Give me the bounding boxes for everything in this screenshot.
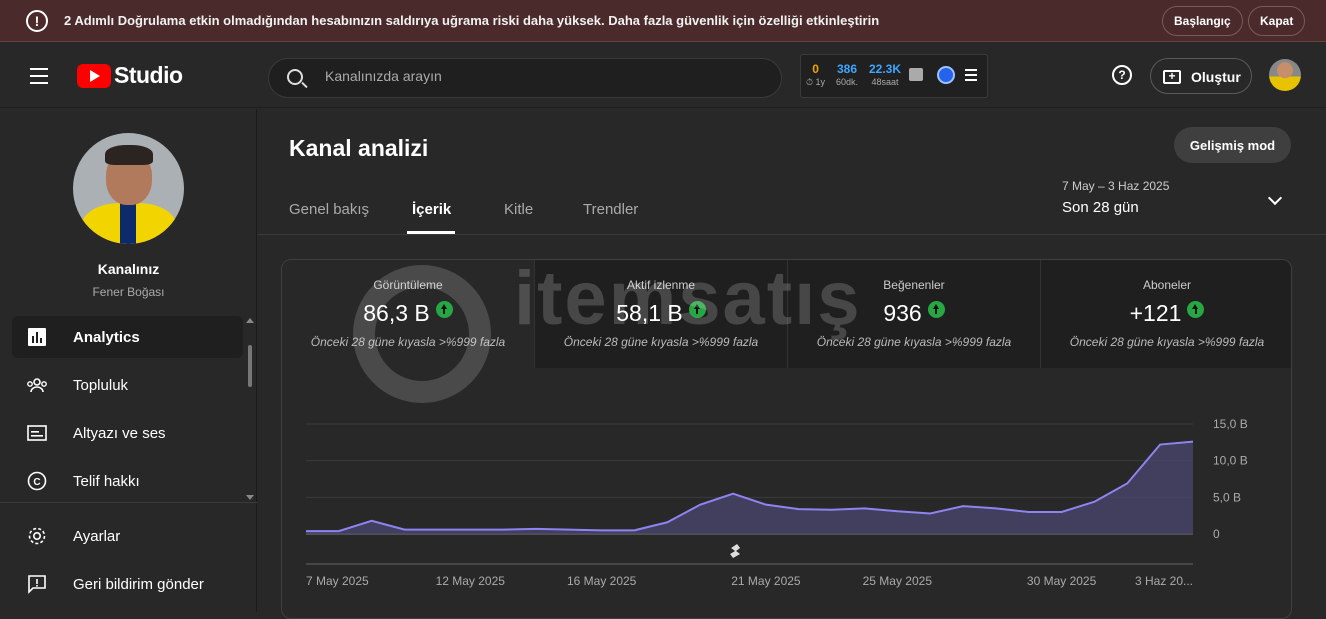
ext-stat-3: 22.3K 48saat xyxy=(869,62,901,87)
extension-widget[interactable]: 0 ⏱ 1y 386 60dk. 22.3K 48saat xyxy=(800,54,988,98)
bar-chart-icon[interactable] xyxy=(909,68,923,81)
main-content: Kanal analizi Gelişmiş mod Genel bakış İ… xyxy=(257,109,1326,612)
tab-kitle[interactable]: Kitle xyxy=(504,201,533,218)
metric-subscribers[interactable]: Aboneler +121 Önceki 28 güne kıyasla >%9… xyxy=(1041,260,1292,368)
list-icon[interactable] xyxy=(965,69,977,81)
channel-name: Kanalınız xyxy=(0,261,257,277)
sidebar-item-altyazi[interactable]: Altyazı ve ses xyxy=(12,412,243,454)
community-icon xyxy=(26,374,48,396)
arrow-up-icon xyxy=(928,301,945,318)
y-tick-label: 0 xyxy=(1213,527,1220,541)
scroll-up-icon[interactable] xyxy=(246,318,254,323)
clock-icon: ⏱ xyxy=(806,77,813,87)
banner-message: 2 Adımlı Doğrulama etkin olmadığından he… xyxy=(64,13,879,28)
scroll-down-icon[interactable] xyxy=(246,495,254,500)
search-input[interactable] xyxy=(325,68,745,84)
start-button[interactable]: Başlangıç xyxy=(1162,6,1243,36)
subtitles-icon xyxy=(26,422,48,444)
sidebar-item-geri-bildirim[interactable]: Geri bildirim gönder xyxy=(12,563,243,605)
y-tick-label: 15,0 B xyxy=(1213,417,1248,431)
area-fill xyxy=(306,442,1193,534)
y-tick-label: 10,0 B xyxy=(1213,454,1248,468)
tabs-divider xyxy=(257,234,1326,235)
ext-stat-2: 386 60dk. xyxy=(836,62,858,87)
search-icon[interactable] xyxy=(287,69,303,85)
date-selection[interactable]: Son 28 gün xyxy=(1062,199,1139,216)
sidebar: Kanalınız Fener Boğası Analytics Toplulu… xyxy=(0,109,257,612)
logo-text: Studio xyxy=(114,62,183,89)
x-tick-label: 30 May 2025 xyxy=(1027,574,1097,588)
tab-icerik[interactable]: İçerik xyxy=(412,201,451,218)
x-tick-label: 3 Haz 20... xyxy=(1135,574,1193,588)
top-bar: Studio 0 ⏱ 1y 386 60dk. 22.3K 48saat ? +… xyxy=(0,43,1326,108)
tab-genel-bakis[interactable]: Genel bakış xyxy=(289,201,369,218)
menu-icon[interactable] xyxy=(30,68,48,89)
feedback-icon xyxy=(26,573,48,595)
sidebar-item-telif[interactable]: C Telif hakkı xyxy=(12,460,243,502)
tab-trendler[interactable]: Trendler xyxy=(583,201,638,218)
create-button[interactable]: + Oluştur xyxy=(1150,58,1252,94)
sidebar-item-ayarlar[interactable]: Ayarlar xyxy=(12,515,243,557)
ext-stat-1: 0 ⏱ 1y xyxy=(806,62,825,88)
x-tick-label: 16 May 2025 xyxy=(567,574,637,588)
studio-logo[interactable]: Studio xyxy=(77,62,183,89)
date-range[interactable]: 7 May – 3 Haz 2025 xyxy=(1062,179,1169,193)
youtube-logo-icon xyxy=(77,64,111,88)
svg-text:C: C xyxy=(33,477,40,488)
views-chart[interactable]: 0 5,0 B 10,0 B 15,0 B 7 May 2025 12 May 2025 1… xyxy=(282,368,1292,619)
iq-icon[interactable] xyxy=(937,66,955,84)
create-video-icon: + xyxy=(1163,70,1181,84)
copyright-icon: C xyxy=(26,470,48,492)
analytics-card: Görüntüleme 86,3 B Önceki 28 güne kıyasl… xyxy=(281,259,1292,619)
sidebar-divider xyxy=(0,502,257,503)
account-avatar[interactable] xyxy=(1269,59,1301,91)
close-banner-button[interactable]: Kapat xyxy=(1248,6,1305,36)
x-tick-label: 21 May 2025 xyxy=(731,574,801,588)
arrow-up-icon xyxy=(1187,301,1204,318)
advanced-mode-button[interactable]: Gelişmiş mod xyxy=(1174,127,1291,163)
sidebar-item-analytics[interactable]: Analytics xyxy=(12,316,243,358)
search-box[interactable] xyxy=(268,58,782,98)
help-icon[interactable]: ? xyxy=(1112,65,1132,85)
channel-avatar[interactable] xyxy=(73,133,184,244)
exclamation-icon: ! xyxy=(26,10,48,32)
chevron-down-icon[interactable] xyxy=(1268,191,1282,205)
x-tick-label: 7 May 2025 xyxy=(306,574,369,588)
shorts-icon xyxy=(730,544,740,558)
x-tick-label: 25 May 2025 xyxy=(863,574,933,588)
y-tick-label: 5,0 B xyxy=(1213,490,1241,504)
gear-icon xyxy=(26,525,48,547)
security-banner: ! 2 Adımlı Doğrulama etkin olmadığından … xyxy=(0,0,1326,42)
sidebar-scrollbar[interactable] xyxy=(248,345,252,387)
sidebar-item-topluluk[interactable]: Topluluk xyxy=(12,364,243,406)
analytics-icon xyxy=(26,326,48,348)
page-title: Kanal analizi xyxy=(289,135,428,162)
watermark-text: itemsatış xyxy=(514,259,862,342)
x-tick-label: 12 May 2025 xyxy=(436,574,506,588)
channel-handle: Fener Boğası xyxy=(0,285,257,299)
